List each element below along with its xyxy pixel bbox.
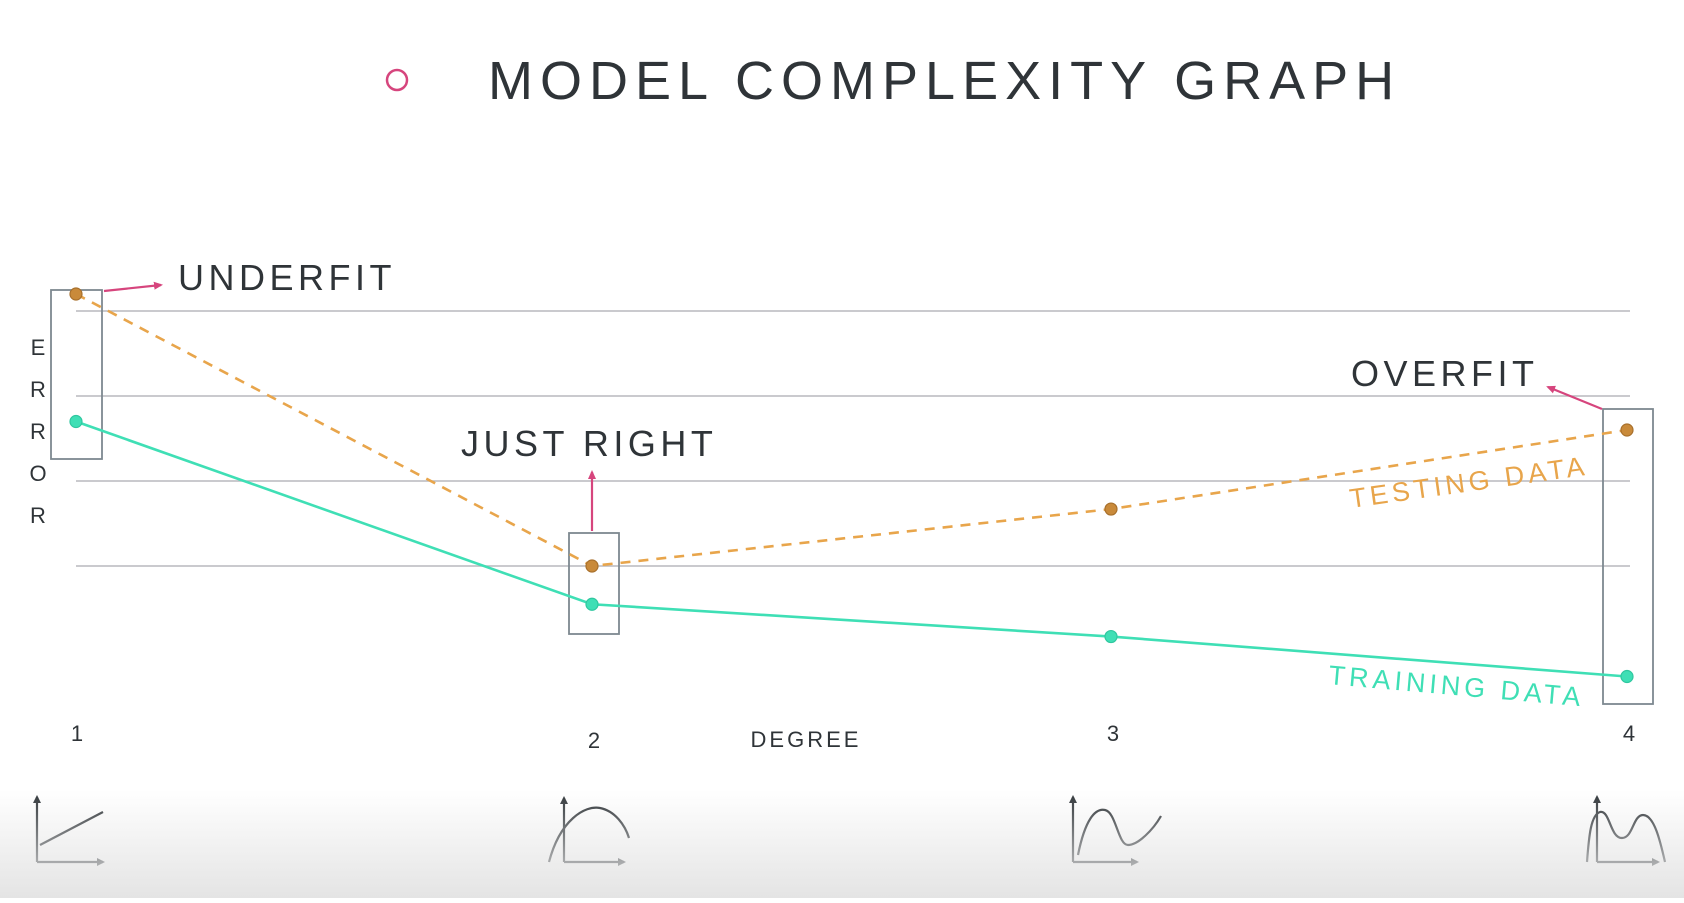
training-point-3	[1104, 629, 1118, 644]
underfit-label: UNDERFIT	[178, 257, 396, 298]
title-bullet-icon	[385, 68, 409, 92]
testing-point-1	[69, 287, 83, 301]
x-tick-label-3: 3	[1107, 721, 1119, 746]
x-tick-label-1: 1	[71, 721, 83, 746]
chart-title: MODEL COMPLEXITY GRAPH	[488, 51, 1401, 111]
underfit-arrow	[103, 281, 163, 293]
testing-data-line	[75, 292, 1628, 568]
training-data-label: TRAINING DATA	[1327, 660, 1585, 712]
x-tick-label-2: 2	[588, 728, 600, 753]
training-point-1	[69, 414, 83, 429]
testing-point-3	[1104, 502, 1118, 516]
overfit-arrow	[1546, 385, 1603, 411]
quartic-plot-icon	[1585, 795, 1667, 866]
testing-point-2	[585, 559, 599, 573]
testing-data-label: TESTING DATA	[1348, 451, 1590, 514]
just-right-box	[568, 532, 620, 635]
series-layer	[69, 287, 1634, 684]
testing-point-4	[1620, 423, 1634, 437]
overfit-box	[1602, 408, 1654, 705]
just-right-label: JUST RIGHT	[461, 423, 717, 464]
cubic-plot-icon	[1069, 795, 1162, 866]
training-point-2	[585, 597, 599, 611]
quadratic-plot-icon	[547, 796, 631, 866]
training-data-line	[75, 420, 1628, 678]
x-axis-label: DEGREE	[751, 727, 862, 752]
overfit-label: OVERFIT	[1351, 353, 1539, 394]
underfit-box	[50, 289, 103, 460]
grid-lines	[76, 310, 1630, 567]
linear-plot-icon	[33, 795, 105, 866]
training-point-4	[1620, 669, 1634, 684]
x-tick-labels: 1 2 3 4	[71, 721, 1635, 753]
x-tick-label-4: 4	[1623, 721, 1635, 746]
